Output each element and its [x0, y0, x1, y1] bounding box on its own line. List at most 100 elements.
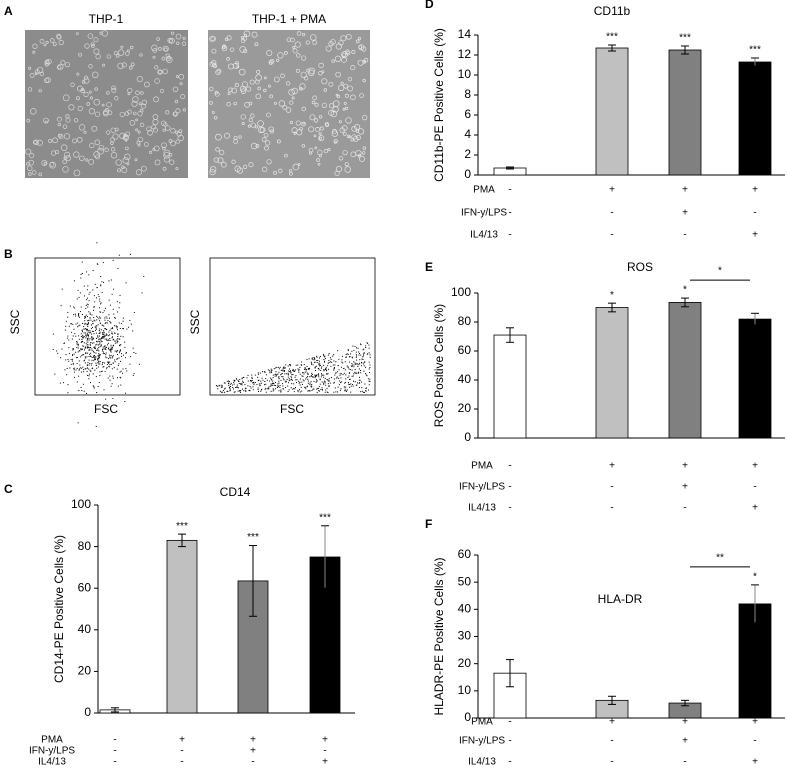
event-dot [98, 358, 100, 360]
event-dot [97, 355, 99, 357]
condition-name: IFN-y/LPS [459, 736, 505, 747]
cell [250, 113, 255, 118]
event-dot [87, 323, 89, 325]
cell [57, 133, 62, 138]
event-dot [98, 350, 100, 352]
event-dot [284, 381, 286, 383]
event-dot [108, 358, 110, 360]
cell [311, 100, 316, 105]
condition-name: PMA [471, 717, 493, 728]
cell [344, 162, 349, 167]
cell [289, 171, 293, 176]
event-dot [98, 354, 100, 356]
event-dot [359, 379, 361, 381]
event-dot [264, 372, 266, 374]
event-dot [311, 386, 313, 388]
event-dot [67, 311, 69, 313]
event-dot [60, 305, 62, 307]
event-dot [86, 347, 88, 349]
cell [339, 127, 345, 133]
event-dot [102, 333, 104, 335]
event-dot [105, 322, 107, 324]
event-dot [360, 344, 362, 346]
significance: * [753, 572, 757, 583]
condition-mark: - [753, 208, 756, 219]
event-dot [294, 388, 296, 390]
cell [363, 57, 369, 63]
event-dot [355, 372, 357, 374]
event-dot [279, 386, 281, 388]
event-dot [118, 338, 120, 340]
cell [334, 170, 340, 176]
event-dot [119, 338, 121, 340]
event-dot [299, 381, 301, 383]
event-dot [114, 332, 116, 334]
event-dot [333, 382, 335, 384]
cell [335, 71, 341, 78]
event-dot [119, 376, 121, 378]
event-dot [359, 352, 361, 354]
event-dot [87, 329, 89, 331]
event-dot [102, 350, 104, 352]
cell [308, 67, 316, 75]
cell [60, 60, 66, 66]
cell [45, 40, 49, 44]
event-dot [89, 338, 91, 340]
cell [220, 161, 227, 168]
event-dot [325, 369, 327, 371]
event-dot [79, 316, 81, 318]
cell [101, 30, 108, 37]
cell [344, 93, 349, 98]
cell [115, 54, 120, 58]
event-dot [125, 352, 127, 354]
event-dot [241, 377, 243, 379]
event-dot [333, 378, 335, 380]
cell [144, 142, 149, 147]
event-dot [103, 362, 105, 364]
event-dot [94, 326, 96, 328]
event-dot [83, 285, 85, 287]
event-dot [306, 372, 308, 374]
cell [233, 101, 237, 106]
cell [362, 146, 367, 150]
event-dot [76, 367, 78, 369]
event-dot [323, 376, 325, 378]
event-dot [89, 344, 91, 346]
cell [289, 100, 294, 105]
condition-mark: - [180, 757, 183, 768]
event-dot [99, 331, 101, 333]
event-dot [328, 361, 330, 363]
y-tick-label: 10 [458, 67, 472, 81]
event-dot [111, 347, 113, 349]
event-dot [77, 347, 79, 349]
event-dot [360, 365, 362, 367]
event-dot [87, 344, 89, 346]
event-dot [78, 325, 80, 327]
event-dot [98, 333, 100, 335]
cell [83, 75, 89, 80]
event-dot [362, 356, 364, 358]
cell [89, 96, 93, 100]
cell [177, 134, 185, 142]
event-dot [112, 362, 114, 364]
event-dot [333, 381, 335, 383]
event-dot [126, 370, 128, 372]
event-dot [95, 425, 97, 427]
event-dot [86, 338, 88, 340]
event-dot [74, 307, 76, 309]
event-dot [86, 332, 88, 334]
event-dot [292, 368, 294, 370]
cell [28, 159, 35, 166]
event-dot [89, 291, 91, 293]
event-dot [86, 316, 88, 318]
cell [318, 71, 323, 76]
event-dot [327, 365, 329, 367]
event-dot [125, 357, 127, 359]
cell [238, 135, 242, 139]
cell [355, 150, 362, 157]
event-dot [102, 349, 104, 351]
event-dot [82, 345, 84, 347]
event-dot [318, 360, 320, 362]
cell [273, 171, 277, 175]
event-dot [263, 384, 265, 386]
